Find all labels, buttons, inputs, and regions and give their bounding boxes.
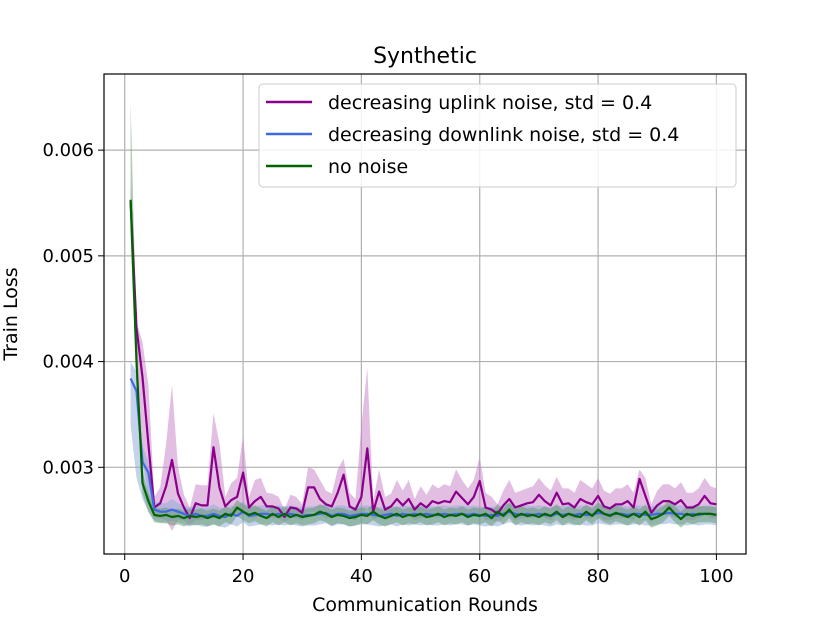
plot-frame — [103, 73, 747, 555]
y-tick-label: 0.005 — [42, 246, 94, 267]
series-line-no-noise — [129, 199, 717, 521]
x-axis-label: Communication Rounds — [312, 594, 538, 616]
legend-label-downlink: decreasing downlink noise, std = 0.4 — [328, 124, 679, 146]
x-tick-label: 20 — [232, 566, 255, 587]
confidence-band-layer — [130, 102, 717, 531]
legend: decreasing uplink noise, std = 0.4 decre… — [258, 83, 737, 188]
series-line-layer — [129, 199, 717, 521]
chart-title: Synthetic — [373, 44, 477, 69]
x-tick-label: 100 — [699, 566, 733, 587]
x-tick-label: 40 — [350, 566, 373, 587]
x-tick-label: 80 — [587, 566, 610, 587]
y-axis-label: Train Loss — [0, 267, 22, 361]
legend-label-uplink: decreasing uplink noise, std = 0.4 — [328, 92, 652, 114]
confidence-band-uplink — [130, 181, 717, 531]
y-tick-label: 0.006 — [42, 140, 94, 161]
y-tick-label: 0.004 — [42, 352, 94, 373]
tick-layer: 0 20 40 60 80 100 0.003 0.004 0.005 0.006 — [42, 140, 733, 587]
y-tick-label: 0.003 — [42, 457, 94, 478]
x-tick-label: 60 — [468, 566, 491, 587]
series-line-uplink — [129, 200, 717, 520]
x-tick-label: 0 — [119, 566, 130, 587]
legend-label-no-noise: no noise — [328, 156, 408, 178]
legend-box — [258, 83, 737, 188]
